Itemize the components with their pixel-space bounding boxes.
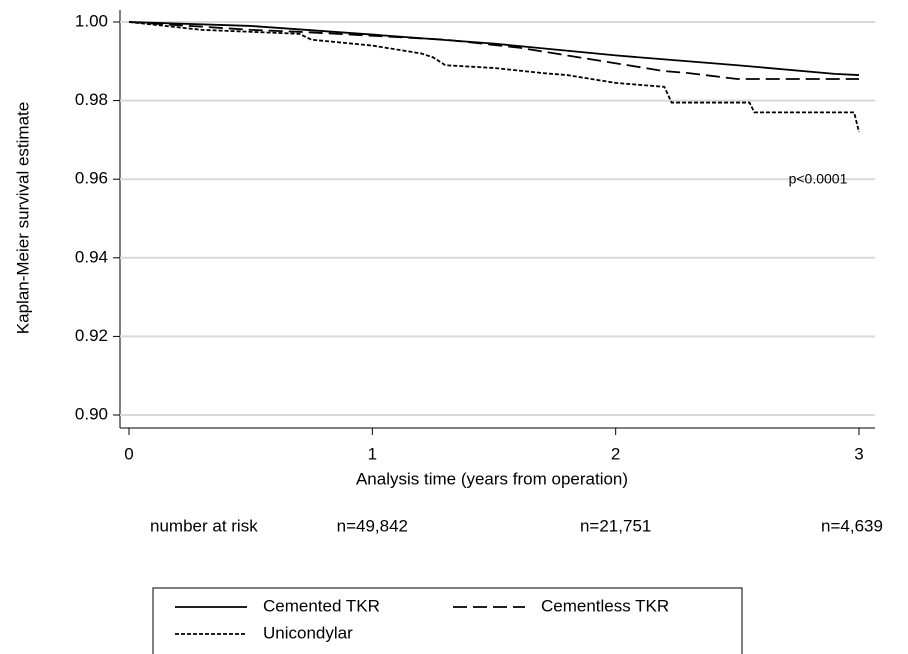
y-tick-label: 0.96 — [75, 169, 108, 188]
survival-line — [128, 21, 860, 76]
x-tick-label: 3 — [854, 444, 863, 463]
y-axis-label: Kaplan-Meier survival estimate — [13, 102, 32, 334]
x-tick-label: 1 — [368, 444, 377, 463]
at-risk-count: n=21,751 — [580, 516, 651, 535]
x-tick-label: 2 — [611, 444, 620, 463]
y-tick-label: 1.00 — [75, 11, 108, 30]
legend-box — [152, 587, 743, 654]
annotation: p<0.0001 — [789, 171, 848, 187]
legend-label: Cemented TKR — [263, 596, 380, 615]
y-tick-label: 0.90 — [75, 404, 108, 423]
y-tick-label: 0.94 — [75, 247, 108, 266]
survival-line — [128, 21, 860, 133]
at-risk-count: n=49,842 — [337, 516, 408, 535]
legend-label: Cementless TKR — [541, 596, 669, 615]
x-axis-label: Analysis time (years from operation) — [356, 469, 628, 488]
survival-line — [128, 21, 859, 80]
at-risk-count: n=4,639 — [821, 516, 883, 535]
x-tick-label: 0 — [124, 444, 133, 463]
at-risk-label: number at risk — [150, 516, 258, 535]
legend-label: Unicondylar — [263, 623, 353, 642]
y-tick-label: 0.92 — [75, 326, 108, 345]
y-tick-label: 0.98 — [75, 90, 108, 109]
